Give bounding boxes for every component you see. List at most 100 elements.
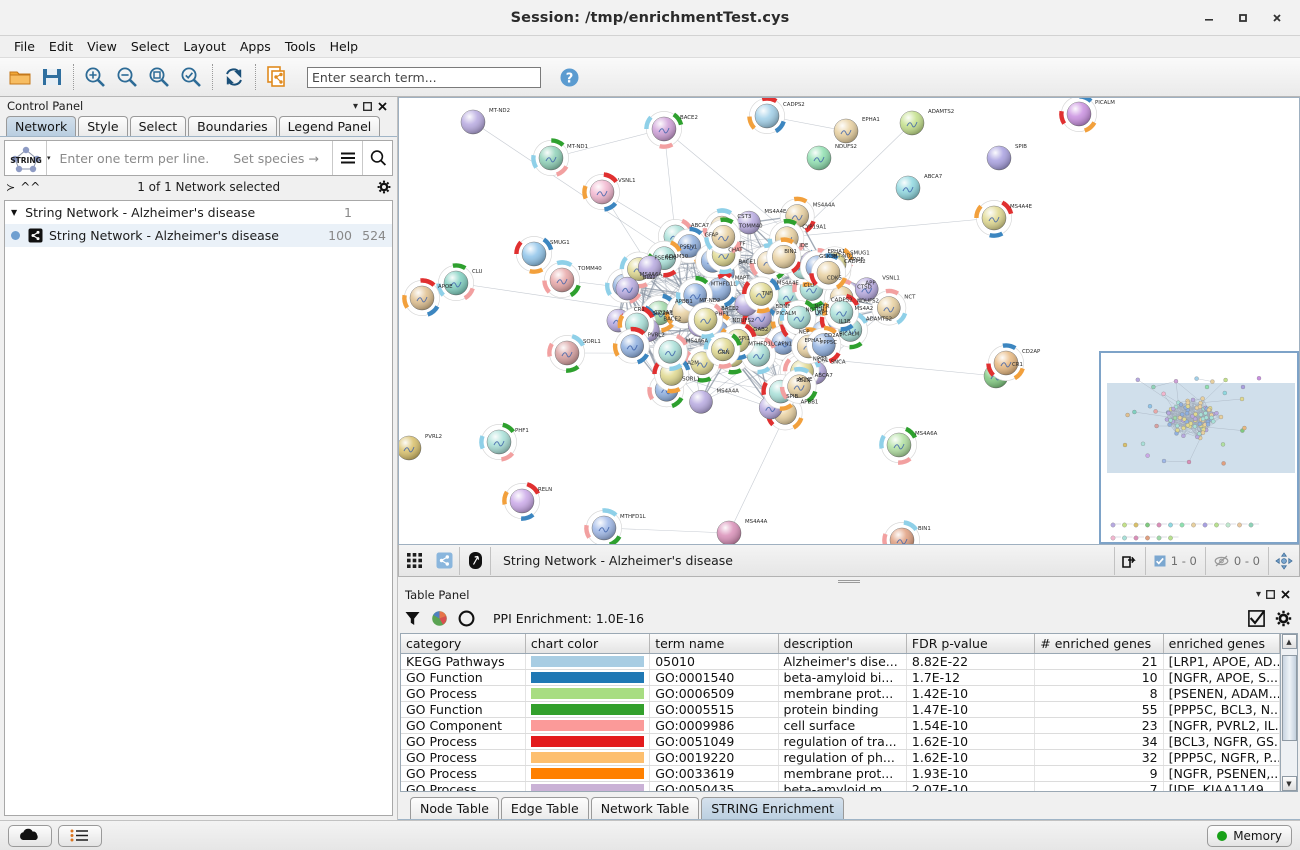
panel-splitter[interactable] xyxy=(398,577,1300,586)
network-tree-root[interactable]: ▼ String Network - Alzheimer's disease 1 xyxy=(5,201,392,224)
donut-chart-icon[interactable] xyxy=(458,610,475,627)
table-row[interactable]: GO Process GO:0050435 beta-amyloid m... 2.0… xyxy=(401,781,1280,791)
annotation-icon[interactable] xyxy=(460,546,490,576)
zoom-out-icon[interactable] xyxy=(111,61,143,93)
enrichment-table-wrapper[interactable]: category chart color term name descripti… xyxy=(400,633,1281,792)
hamburger-menu-icon[interactable] xyxy=(332,141,362,175)
hidden-edges-count[interactable]: 0 - 0 xyxy=(1206,554,1268,568)
tab-network[interactable]: Network xyxy=(6,116,77,136)
menu-tools[interactable]: Tools xyxy=(284,39,316,54)
tab-select[interactable]: Select xyxy=(129,116,187,136)
tab-style[interactable]: Style xyxy=(78,116,128,136)
menu-view[interactable]: View xyxy=(87,39,117,54)
svg-text:MT-ND2: MT-ND2 xyxy=(489,108,510,114)
set-species-link[interactable]: Set species → xyxy=(233,150,319,166)
tab-node-table[interactable]: Node Table xyxy=(410,797,499,819)
maximize-button[interactable] xyxy=(1228,4,1258,32)
col-description[interactable]: description xyxy=(778,634,907,654)
menu-help[interactable]: Help xyxy=(329,39,359,54)
gear-icon[interactable] xyxy=(377,180,391,194)
zoom-fit-network-icon[interactable] xyxy=(175,61,207,93)
memory-status-button[interactable]: Memory xyxy=(1207,824,1292,847)
close-button[interactable] xyxy=(1262,4,1292,32)
filter-icon[interactable] xyxy=(404,610,421,627)
table-row[interactable]: KEGG Pathways 05010 Alzheimer's dise... 8.8… xyxy=(401,653,1280,670)
tab-string-enrichment[interactable]: STRING Enrichment xyxy=(701,797,845,819)
table-row[interactable]: GO Function GO:0001540 beta-amyloid bi... 1… xyxy=(401,669,1280,686)
node-selection-count[interactable]: 1 - 0 xyxy=(1146,554,1205,568)
table-row[interactable]: GO Function GO:0005515 protein binding 1.47… xyxy=(401,701,1280,718)
close-icon[interactable] xyxy=(1281,590,1296,599)
grid-layout-icon[interactable] xyxy=(399,546,429,576)
close-icon[interactable] xyxy=(378,101,393,111)
refresh-icon[interactable] xyxy=(218,61,250,93)
float-icon[interactable] xyxy=(363,101,378,111)
scroll-down-icon[interactable]: ▼ xyxy=(1281,776,1297,791)
network-graph[interactable]: MT-ND2 MT-ND1 VSNL1 ADAMTS2 SMUG1 TOMM40 PVRL2… xyxy=(399,98,1287,544)
svg-text:CD2AP: CD2AP xyxy=(654,310,673,316)
network-canvas[interactable]: MT-ND2 MT-ND1 VSNL1 ADAMTS2 SMUG1 TOMM40 PVRL2… xyxy=(398,97,1300,545)
menu-edit[interactable]: Edit xyxy=(48,39,74,54)
string-app-icon[interactable] xyxy=(429,546,459,576)
menu-layout[interactable]: Layout xyxy=(183,39,226,54)
col-enriched-genes[interactable]: enriched genes xyxy=(1163,634,1280,654)
tab-edge-table[interactable]: Edge Table xyxy=(500,797,589,819)
scroll-up-icon[interactable]: ▲ xyxy=(1281,634,1297,649)
menu-file[interactable]: File xyxy=(14,39,35,54)
cloud-icon[interactable] xyxy=(8,824,52,847)
col-chart-color[interactable]: chart color xyxy=(525,634,651,654)
col-enriched-count[interactable]: # enriched genes xyxy=(1034,634,1164,654)
network-tree-item[interactable]: String Network - Alzheimer's disease 100… xyxy=(5,224,392,247)
chevron-down-icon[interactable]: ▼ xyxy=(11,208,18,217)
col-fdr-pvalue[interactable]: FDR p-value xyxy=(906,634,1036,654)
window-controls xyxy=(1194,0,1292,36)
scrollbar-track[interactable] xyxy=(1281,649,1297,776)
pie-chart-icon[interactable] xyxy=(431,610,448,627)
open-folder-icon[interactable] xyxy=(4,61,36,93)
tab-legend-panel[interactable]: Legend Panel xyxy=(278,116,381,136)
checkbox-checked-icon[interactable] xyxy=(1248,609,1265,627)
string-query-input[interactable]: Enter one term per line. Set species → xyxy=(54,141,332,175)
string-logo-icon[interactable]: STRING xyxy=(5,141,47,175)
save-icon[interactable] xyxy=(36,61,68,93)
scrollbar-thumb[interactable] xyxy=(1281,655,1297,741)
menu-apps[interactable]: Apps xyxy=(239,39,271,54)
zoom-in-icon[interactable] xyxy=(79,61,111,93)
menu-select[interactable]: Select xyxy=(130,39,170,54)
table-row[interactable]: GO Process GO:0033619 membrane prot... 1.93… xyxy=(401,765,1280,782)
enrichment-table[interactable]: category chart color term name descripti… xyxy=(401,634,1280,791)
task-list-icon[interactable] xyxy=(58,824,102,847)
table-row[interactable]: GO Component GO:0009986 cell surface 1.54E-… xyxy=(401,717,1280,734)
col-category[interactable]: category xyxy=(401,634,526,654)
edge-hidden-icon xyxy=(1214,555,1229,567)
svg-text:NPC1: NPC1 xyxy=(813,356,827,362)
tab-boundaries[interactable]: Boundaries xyxy=(188,116,277,136)
minimize-button[interactable] xyxy=(1194,4,1224,32)
search-icon[interactable] xyxy=(362,141,392,175)
float-icon[interactable] xyxy=(1266,590,1281,599)
zoom-fit-selected-icon[interactable] xyxy=(143,61,175,93)
chevron-down-icon[interactable]: ▾ xyxy=(47,154,51,162)
search-input[interactable]: Enter search term... xyxy=(307,66,541,88)
gear-icon[interactable] xyxy=(1275,610,1292,627)
cell-enriched-genes: [LRP1, APOE, AD... xyxy=(1163,653,1280,670)
export-image-icon[interactable] xyxy=(1115,546,1145,576)
network-overview-inset[interactable] xyxy=(1099,351,1299,544)
table-row[interactable]: GO Process GO:0051049 regulation of tra...… xyxy=(401,733,1280,750)
table-row[interactable]: GO Process GO:0006509 membrane prot... 1.42… xyxy=(401,685,1280,702)
table-row[interactable]: GO Process GO:0019220 regulation of ph... 1… xyxy=(401,749,1280,766)
chevron-down-icon[interactable]: ▾ xyxy=(1255,589,1262,600)
enrichment-table-body[interactable]: KEGG Pathways 05010 Alzheimer's dise... 8.8… xyxy=(401,653,1280,791)
table-vertical-scrollbar[interactable]: ▲ ▼ xyxy=(1281,633,1298,792)
expand-all-icon[interactable]: ^^ xyxy=(20,180,41,194)
collapse-all-icon[interactable]: ≻ xyxy=(6,180,16,194)
network-tree[interactable]: ▼ String Network - Alzheimer's disease 1 xyxy=(4,200,393,816)
svg-text:BIN1: BIN1 xyxy=(918,526,931,532)
help-icon[interactable]: ? xyxy=(553,61,585,93)
share-network-icon[interactable] xyxy=(261,61,293,93)
chevron-down-icon[interactable]: ▾ xyxy=(352,100,359,112)
tab-network-table[interactable]: Network Table xyxy=(590,797,700,819)
birds-eye-navigate-icon[interactable] xyxy=(1269,546,1299,576)
col-term-name[interactable]: term name xyxy=(649,634,779,654)
svg-text:SORL1: SORL1 xyxy=(583,339,601,345)
